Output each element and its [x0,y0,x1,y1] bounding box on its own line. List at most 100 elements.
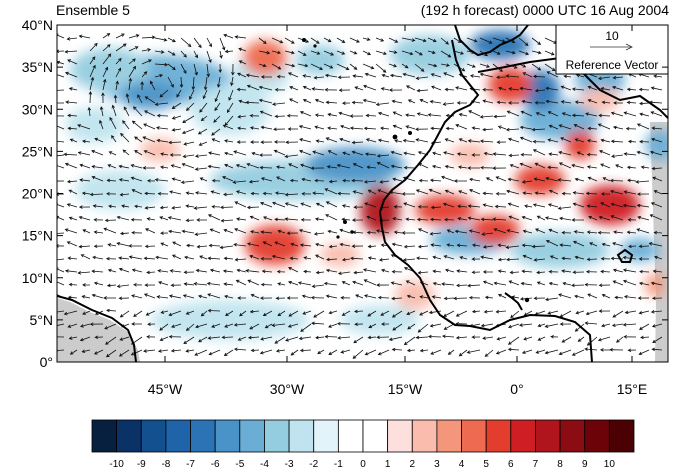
wind-vector [610,202,624,208]
wind-vector [483,309,494,314]
wind-vector [133,310,143,317]
wind-vector [239,310,247,317]
wind-vector [427,113,442,117]
wind-vector [324,73,338,78]
wind-vector [93,281,104,286]
wind-vector [78,205,91,209]
shaded-field [65,30,668,340]
wind-vector [547,138,559,143]
wind-vector [185,323,195,331]
wind-vector [144,110,156,117]
wind-vector [521,269,533,274]
wind-vector [206,63,210,78]
wind-vector [328,310,338,315]
wind-vector [328,244,338,249]
wind-vector [315,335,325,340]
wind-vector [144,206,156,210]
wind-vector [418,178,429,183]
wind-vector [534,88,546,93]
wind-vector [417,205,429,209]
wind-vector [388,50,398,54]
wind-vector [77,151,91,156]
island-azores-2 [313,44,317,48]
wind-vector [511,295,520,299]
wind-vector [218,63,222,74]
wind-vector [573,124,585,130]
wind-vector [181,229,195,234]
wind-vector [259,153,273,157]
wind-vector [314,178,325,183]
wind-vector [160,231,169,235]
wind-vector [68,189,78,195]
wind-vector [234,201,247,208]
wind-vector [507,336,520,345]
colorbar-label: 7 [533,459,539,470]
wind-vector [128,58,136,65]
wind-vector [68,336,78,340]
wind-vector [185,191,195,195]
wind-vector [115,33,125,39]
wind-vector [497,125,507,130]
wind-vector [471,257,481,261]
colorbar-label: -2 [309,459,318,470]
colorbar-label: -3 [285,459,294,470]
wind-vector [168,310,182,317]
wind-vector [271,323,286,327]
wind-vector [250,191,260,196]
wind-vector [392,323,403,331]
wind-vector [300,323,312,332]
wind-vector [194,349,208,356]
wind-vector [299,149,312,156]
wind-vector [471,243,481,248]
wind-vector [561,191,572,196]
wind-vector [130,176,143,182]
wind-vector [561,269,572,273]
wind-vector [198,141,208,146]
wind-vector [67,256,78,261]
wind-vector [588,215,598,221]
wind-vector [325,201,338,208]
wind-vector [312,191,325,196]
colorbar-label: 1 [385,459,391,470]
wind-vector [131,268,143,273]
wind-vector [401,37,416,42]
wind-vector [337,75,351,80]
wind-vector [171,128,182,132]
wind-vector [123,106,130,117]
wind-vector [224,294,234,299]
wind-vector [186,243,195,248]
wind-vector [611,323,624,327]
lat-tick-label: 10°N [22,270,53,286]
wind-vector [183,141,195,146]
wind-vector [57,232,65,236]
wind-vector [497,269,507,273]
wind-vector [429,231,442,236]
wind-vector [143,293,156,299]
wind-vector [301,192,312,196]
wind-vector [184,255,195,260]
wind-vector [598,215,611,221]
wind-vector [199,255,208,260]
wind-vector [302,85,312,91]
wind-vector [298,229,312,234]
wind-vector [544,50,555,56]
wind-vector [210,190,221,195]
wind-vector [349,63,358,70]
wind-vector [82,283,91,287]
wind-vector [235,279,247,286]
lake-chad [616,248,634,263]
wind-vector [427,37,437,43]
wind-vector [260,201,273,208]
colorbar-label: 9 [582,459,588,470]
wind-vector [116,284,130,288]
wind-vector [197,294,208,299]
latitude-axis: 40°N 35°N 30°N 25°N 20°N 15°N 10°N 5°N 0° [22,17,668,370]
wind-vector [340,349,351,354]
wind-vector [351,150,364,156]
wind-vector [325,294,338,299]
wind-vector [142,166,156,170]
colorbar-label: 6 [508,459,514,470]
wind-vector [362,98,377,104]
wind-vector [456,101,468,105]
wind-vector [419,310,429,316]
